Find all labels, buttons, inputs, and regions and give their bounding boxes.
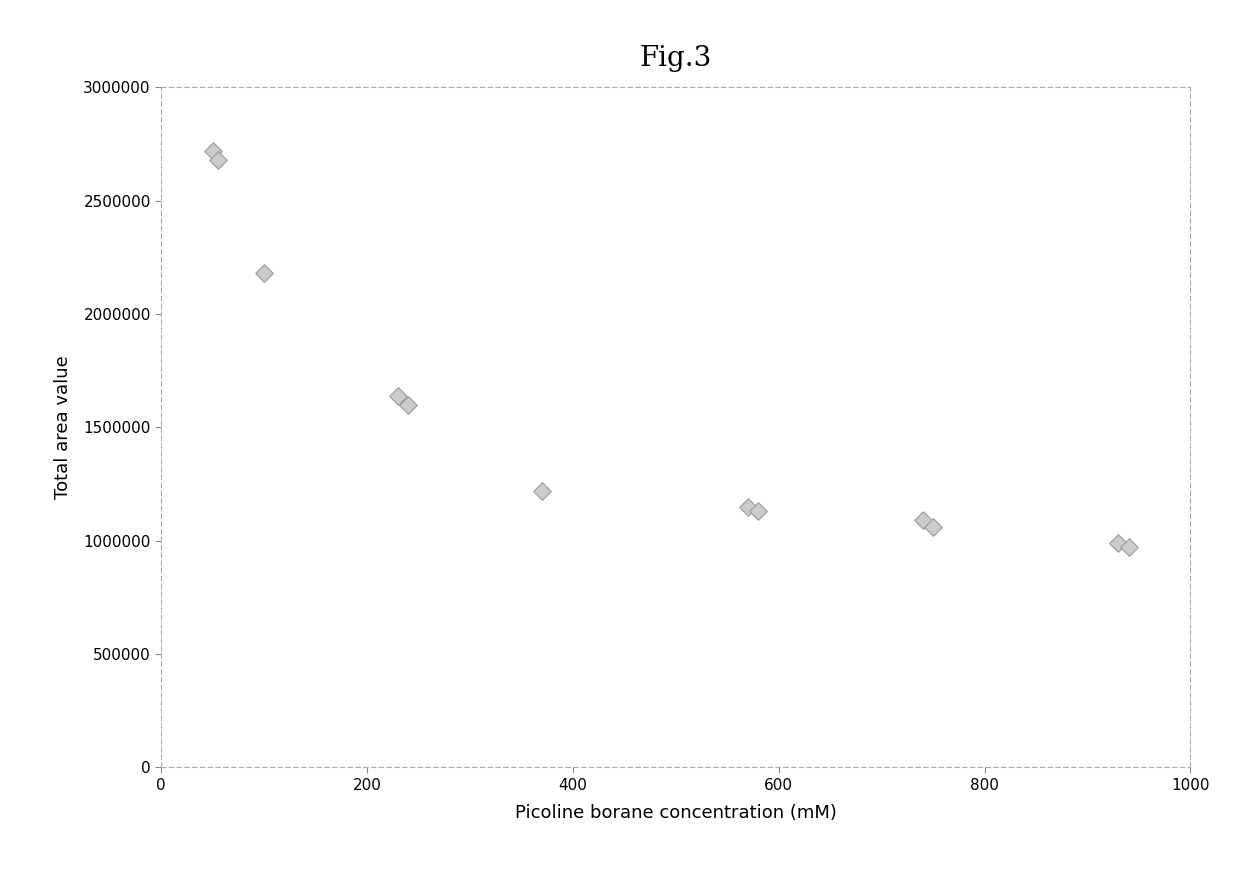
- Point: [1118, 541, 1138, 555]
- Point: [1109, 536, 1128, 550]
- Point: [923, 520, 942, 534]
- Point: [388, 389, 408, 403]
- Title: Fig.3: Fig.3: [640, 45, 712, 72]
- Y-axis label: Total area value: Total area value: [55, 356, 72, 499]
- Point: [738, 500, 758, 514]
- Point: [208, 153, 228, 167]
- Point: [398, 398, 418, 412]
- Point: [913, 514, 932, 528]
- Point: [254, 266, 274, 280]
- Point: [203, 144, 223, 158]
- Point: [748, 504, 768, 518]
- Point: [532, 484, 552, 498]
- X-axis label: Picoline borane concentration (mM): Picoline borane concentration (mM): [515, 804, 837, 822]
